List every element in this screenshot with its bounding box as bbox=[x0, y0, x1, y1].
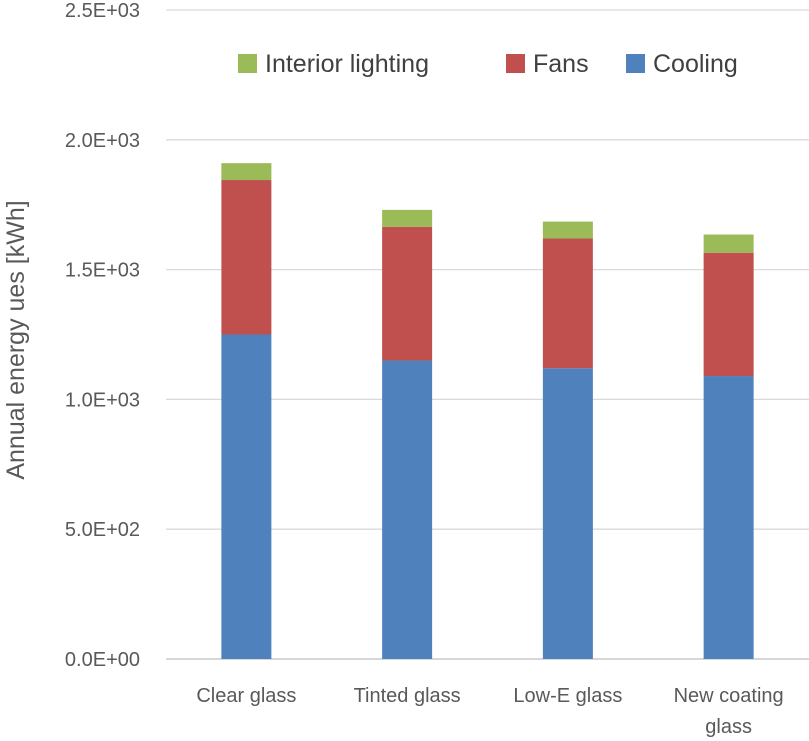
bar-segment-fans bbox=[382, 226, 433, 361]
gridlines bbox=[166, 9, 809, 660]
bar-segment-interior-lighting bbox=[382, 209, 433, 227]
bar-segment-interior-lighting bbox=[221, 163, 272, 181]
bar-segment-interior-lighting bbox=[542, 221, 593, 239]
y-axis-label: Annual energy ues [kWh] bbox=[2, 200, 30, 479]
legend-label: Interior lighting bbox=[265, 50, 429, 78]
bar-segment-fans bbox=[703, 252, 754, 377]
bar-segment-cooling bbox=[221, 334, 272, 659]
bar-segment-cooling bbox=[382, 360, 433, 659]
y-tick-label: 1.0E+03 bbox=[65, 389, 140, 411]
bar-segment-interior-lighting bbox=[703, 234, 754, 253]
bar-segment-fans bbox=[221, 180, 272, 335]
x-tick-label: Low-E glass bbox=[513, 685, 622, 707]
legend-swatch-cooling bbox=[626, 54, 645, 73]
legend-label: Fans bbox=[533, 50, 589, 78]
y-tick-label: 1.5E+03 bbox=[65, 260, 140, 282]
x-axis-ticks: Clear glass Tinted glass Low-E glass New co… bbox=[196, 685, 783, 738]
legend-swatch-fans bbox=[506, 54, 525, 73]
y-tick-label: 2.5E+03 bbox=[65, 0, 140, 22]
bar-segment-cooling bbox=[542, 368, 593, 659]
legend-label: Cooling bbox=[653, 50, 738, 78]
bar-segment-cooling bbox=[703, 376, 754, 659]
x-tick-label: Clear glass bbox=[196, 685, 296, 707]
y-tick-label: 2.0E+03 bbox=[65, 130, 140, 152]
legend: Interior lighting Fans Cooling bbox=[238, 50, 738, 78]
x-tick-label: Tinted glass bbox=[354, 685, 461, 707]
x-tick-label: New coating glass bbox=[674, 685, 784, 738]
y-tick-label: 0.0E+00 bbox=[65, 649, 140, 671]
y-axis-ticks: 0.0E+00 5.0E+02 1.0E+03 1.5E+03 2.0E+03 2.5E+… bbox=[65, 0, 140, 671]
legend-swatch-interior-lighting bbox=[238, 54, 257, 73]
bars bbox=[221, 163, 754, 659]
bar-segment-fans bbox=[542, 238, 593, 369]
y-tick-label: 5.0E+02 bbox=[65, 519, 140, 541]
